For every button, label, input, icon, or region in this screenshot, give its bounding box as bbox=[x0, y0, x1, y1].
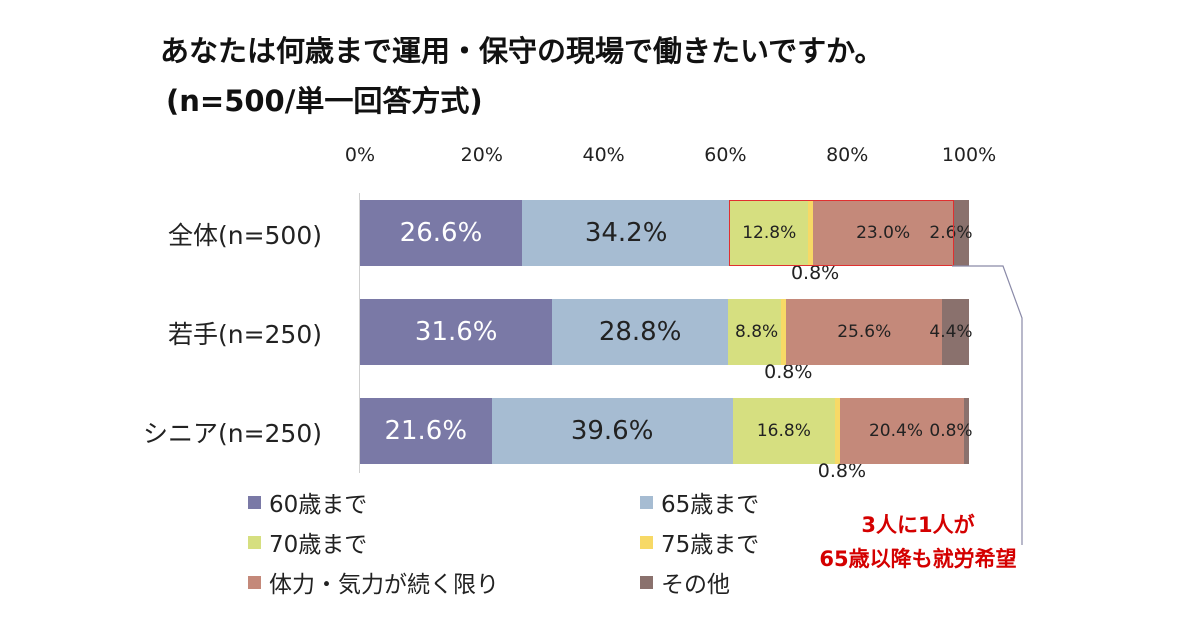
bar-segment bbox=[839, 398, 965, 464]
legend-item: 体力・気力が続く限り bbox=[248, 565, 499, 599]
legend-item: 65歳まで bbox=[640, 485, 759, 519]
bar-segment bbox=[813, 200, 954, 266]
x-tick-label: 60% bbox=[704, 144, 747, 166]
category-label: 全体(n=500) bbox=[167, 221, 322, 250]
x-tick-label: 20% bbox=[460, 144, 503, 166]
bar-segment bbox=[727, 299, 782, 365]
legend-swatch bbox=[640, 495, 653, 509]
bar-segment bbox=[835, 398, 840, 464]
bar-segment bbox=[360, 299, 553, 365]
callout-note: 3人に1人が 65歳以降も就労希望 bbox=[790, 508, 1046, 576]
data-label: 4.4% bbox=[929, 322, 973, 342]
highlight-box bbox=[729, 200, 955, 266]
x-tick-label: 100% bbox=[941, 144, 997, 166]
x-tick-label: 40% bbox=[582, 144, 625, 166]
legend-item: 60歳まで bbox=[248, 485, 367, 519]
x-tick-label: 0% bbox=[344, 144, 376, 166]
legend-label: 60歳まで bbox=[269, 492, 368, 518]
connector-line bbox=[952, 265, 1023, 545]
data-label: 26.6% bbox=[399, 218, 483, 248]
legend-item: その他 bbox=[640, 565, 730, 599]
legend-label: その他 bbox=[661, 572, 730, 598]
legend-swatch bbox=[248, 495, 261, 509]
y-axis-line bbox=[359, 193, 360, 473]
category-label: シニア(n=250) bbox=[142, 419, 322, 448]
data-label: 20.4% bbox=[868, 421, 924, 441]
data-label: 16.8% bbox=[756, 421, 811, 441]
data-label: 8.8% bbox=[735, 322, 779, 342]
bar-segment bbox=[953, 200, 969, 266]
data-label: 39.6% bbox=[570, 416, 654, 446]
legend-swatch bbox=[640, 575, 653, 589]
legend-label: 75歳まで bbox=[661, 532, 760, 558]
legend-label: 65歳まで bbox=[661, 492, 760, 518]
bar-segment bbox=[732, 398, 835, 464]
legend-item: 75歳まで bbox=[640, 525, 759, 559]
bar-segment bbox=[964, 398, 969, 464]
legend-label: 体力・気力が続く限り bbox=[269, 572, 499, 598]
bar-segment bbox=[730, 200, 809, 266]
legend-label: 70歳まで bbox=[269, 532, 368, 558]
legend-swatch bbox=[248, 575, 261, 589]
bar-segment bbox=[552, 299, 728, 365]
data-label: 28.8% bbox=[598, 317, 682, 347]
data-label: 2.6% bbox=[929, 223, 973, 243]
legend-swatch bbox=[640, 535, 653, 549]
data-label: 31.6% bbox=[414, 317, 498, 347]
legend-swatch bbox=[248, 535, 261, 549]
bar-segment bbox=[521, 200, 731, 266]
data-label: 0.8% bbox=[817, 460, 867, 482]
bar-segment bbox=[786, 299, 943, 365]
data-label: 21.6% bbox=[384, 416, 468, 446]
category-label: 若手(n=250) bbox=[167, 320, 322, 349]
callout-line2: 65歳以降も就労希望 bbox=[819, 547, 1017, 571]
bar-segment bbox=[491, 398, 733, 464]
data-label: 0.8% bbox=[929, 421, 973, 441]
callout-line1: 3人に1人が bbox=[861, 513, 975, 537]
legend-item: 70歳まで bbox=[248, 525, 367, 559]
chart-title-line1: あなたは何歳まで運用・保守の現場で働きたいですか。 bbox=[160, 34, 884, 68]
bar-segment bbox=[360, 398, 492, 464]
data-label: 0.8% bbox=[790, 262, 840, 284]
data-label: 23.0% bbox=[856, 223, 911, 243]
data-label: 34.2% bbox=[584, 218, 668, 248]
data-label: 12.8% bbox=[742, 223, 797, 243]
bar-segment bbox=[360, 200, 522, 266]
bar-segment bbox=[781, 299, 787, 365]
data-label: 0.8% bbox=[764, 361, 813, 383]
chart-title-line2: (n=500/単一回答方式) bbox=[166, 84, 483, 118]
chart-title: あなたは何歳まで運用・保守の現場で働きたいですか。 (n=500/単一回答方式) bbox=[160, 26, 884, 126]
bar-segment bbox=[942, 299, 969, 365]
x-tick-label: 80% bbox=[826, 144, 869, 166]
data-label: 25.6% bbox=[837, 322, 892, 342]
bar-segment bbox=[808, 200, 814, 266]
